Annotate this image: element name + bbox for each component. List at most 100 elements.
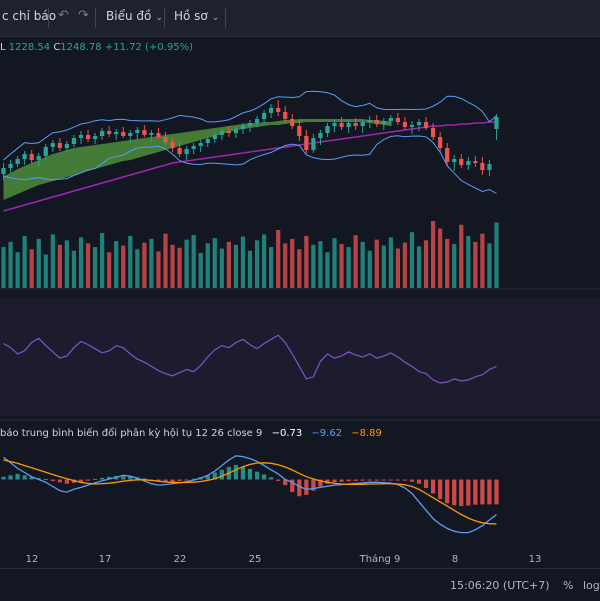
- histogram-value: −8.89: [351, 428, 382, 439]
- candle-body: [71, 138, 77, 144]
- candle-body: [205, 139, 210, 143]
- macd-histogram-bar: [29, 476, 34, 480]
- toolbar-divider: [48, 8, 49, 28]
- candle-body: [445, 148, 450, 162]
- candle-body: [381, 121, 386, 124]
- candle-body: [311, 138, 316, 150]
- macd-histogram-bar: [233, 465, 239, 480]
- volume-bar: [318, 241, 323, 288]
- volume-bar: [205, 243, 210, 288]
- macd-histogram-bar: [360, 479, 365, 481]
- macd-histogram-bar: [438, 479, 443, 500]
- volume-bar: [128, 235, 133, 288]
- volume-bar: [43, 254, 48, 288]
- candle-body: [430, 128, 436, 137]
- macd-histogram-bar: [85, 479, 91, 481]
- log-scale-toggle[interactable]: log: [583, 579, 600, 592]
- long-moving-average-line: [3, 121, 497, 212]
- candle-body: [184, 149, 189, 154]
- toolbar-divider: [164, 8, 165, 28]
- candle-body: [15, 159, 20, 164]
- x-axis-tick-label: 17: [99, 554, 112, 565]
- volume-bar: [191, 235, 196, 288]
- volume-bar: [402, 242, 408, 288]
- volume-bar: [184, 239, 189, 288]
- macd-histogram-bar: [22, 475, 27, 480]
- chart-area[interactable]: 12 17 22 25 Tháng 9 8 13: [0, 36, 600, 568]
- candle-body: [36, 156, 41, 160]
- candle-body: [318, 133, 323, 138]
- volume-bar: [36, 238, 41, 288]
- macd-histogram-bar: [1, 476, 6, 480]
- candle-body: [85, 135, 91, 139]
- toolbar-divider: [225, 8, 226, 28]
- candle-body: [64, 144, 70, 148]
- candle-body: [395, 118, 400, 122]
- candle-body: [261, 113, 267, 119]
- volume-bar: [459, 224, 464, 288]
- macd-histogram-bar: [128, 476, 133, 480]
- ichimoku-cloud: [3, 119, 391, 200]
- macd-histogram-bar: [156, 479, 161, 482]
- macd-histogram-bar: [452, 479, 457, 506]
- macd-histogram-bar: [494, 479, 499, 505]
- volume-bar: [254, 240, 260, 288]
- volume-bar: [8, 241, 13, 288]
- macd-histogram-bar: [325, 479, 330, 484]
- volume-bar: [29, 249, 34, 288]
- macd-histogram-bar: [163, 479, 168, 483]
- signal-value: −9.62: [311, 428, 343, 439]
- macd-histogram-bar: [374, 479, 379, 481]
- volume-bar: [339, 244, 344, 288]
- volume-bar: [416, 246, 422, 288]
- x-axis-tick-label: 25: [249, 554, 262, 565]
- top-toolbar: c chỉ báo ↶ ↷ Biểu đồ ⌄ Hồ sơ ⌄: [0, 0, 600, 37]
- candle-body: [170, 142, 175, 148]
- volume-bar: [50, 234, 55, 288]
- macd-histogram-bar: [50, 479, 55, 481]
- candle-body: [240, 126, 246, 129]
- macd-histogram-bar: [254, 471, 260, 480]
- rsi-line: [3, 334, 497, 384]
- volume-bar: [142, 242, 147, 288]
- low-key: L: [0, 42, 6, 53]
- macd-histogram-bar: [381, 479, 386, 481]
- chevron-down-icon: ⌄: [211, 13, 220, 23]
- candle-body: [473, 161, 478, 163]
- macd-histogram-bar: [402, 479, 408, 481]
- volume-bar: [395, 248, 400, 288]
- volume-bar: [430, 221, 436, 288]
- candle-body: [92, 136, 98, 139]
- candle-body: [409, 125, 415, 127]
- volume-bar: [261, 234, 267, 288]
- candle-body: [177, 148, 182, 154]
- undo-icon[interactable]: ↶: [58, 8, 69, 23]
- percent-scale-toggle[interactable]: %: [563, 579, 574, 592]
- candle-body: [163, 137, 168, 142]
- volume-bar: [247, 250, 253, 288]
- indicators-button[interactable]: c chỉ báo: [2, 9, 57, 23]
- candle-body: [212, 135, 217, 139]
- macd-histogram-bar: [332, 479, 337, 483]
- volume-bar: [92, 247, 98, 288]
- macd-histogram-bar: [346, 479, 351, 482]
- macd-histogram-bar: [142, 478, 147, 480]
- candle-body: [416, 122, 422, 125]
- volume-bar: [269, 247, 274, 288]
- redo-icon[interactable]: ↷: [78, 8, 89, 23]
- macd-line: [3, 455, 497, 534]
- candle-body: [438, 137, 443, 148]
- macd-histogram-bar: [205, 475, 210, 480]
- volume-bar: [57, 244, 62, 288]
- close-value: 1248.78: [60, 42, 102, 53]
- volume-bar: [240, 236, 246, 288]
- candle-body: [198, 143, 203, 146]
- volume-bar: [311, 244, 316, 288]
- volume-bar: [388, 237, 393, 288]
- profile-menu-button[interactable]: Hồ sơ ⌄: [174, 9, 219, 23]
- candle-body: [1, 168, 6, 174]
- macd-histogram-bar: [473, 479, 478, 505]
- macd-histogram-bar: [395, 479, 400, 481]
- bollinger-lower-band: [3, 135, 497, 194]
- chart-menu-button[interactable]: Biểu đồ ⌄: [106, 9, 163, 23]
